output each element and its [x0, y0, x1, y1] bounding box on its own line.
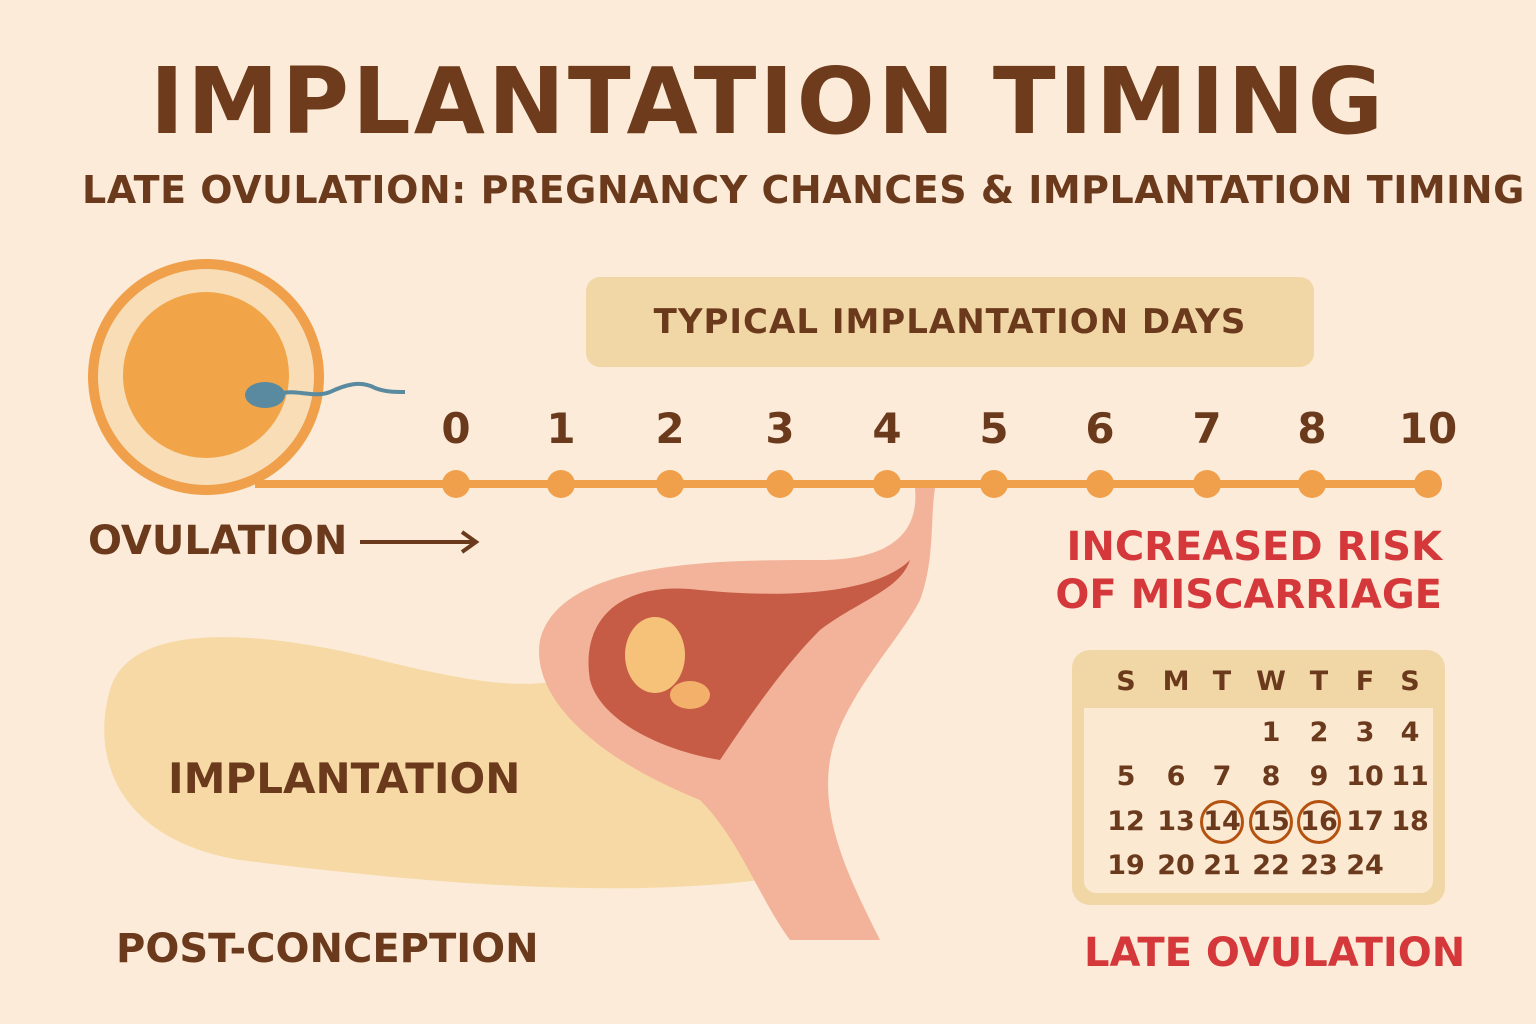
timeline-tick-label: 0: [441, 404, 471, 453]
calendar-day: 17: [1346, 806, 1384, 837]
arrow-right-icon: [360, 530, 480, 554]
calendar-day-highlighted: 15: [1249, 800, 1293, 844]
egg-cell-icon: [88, 259, 324, 495]
timeline-tick-dot: [873, 470, 901, 498]
calendar-day: 21: [1203, 850, 1241, 881]
timeline-tick-label: 1: [546, 404, 576, 453]
timeline-tick-dot: [547, 470, 575, 498]
timeline-tick-label: 6: [1085, 404, 1115, 453]
late-ovulation-label: LATE OVULATION: [1084, 930, 1466, 976]
calendar-weekday: T: [1309, 666, 1329, 697]
calendar-day-highlighted: 16: [1297, 800, 1341, 844]
calendar-day: 22: [1252, 850, 1290, 881]
calendar-weekday: S: [1400, 666, 1420, 697]
risk-label-line1: INCREASED RISK: [1066, 524, 1442, 570]
calendar-weekday: S: [1116, 666, 1136, 697]
calendar-day: 5: [1116, 761, 1136, 792]
timeline-tick-dot: [1193, 470, 1221, 498]
timeline-tick-dot: [980, 470, 1008, 498]
timeline-tick-label: 4: [872, 404, 902, 453]
timeline-tick-label: 3: [765, 404, 795, 453]
calendar-day: 12: [1107, 806, 1145, 837]
calendar-day-highlighted: 14: [1200, 800, 1244, 844]
embryo-icon: [625, 617, 685, 693]
ovulation-label: OVULATION: [88, 518, 348, 564]
page-title: IMPLANTATION TIMING: [149, 48, 1387, 155]
calendar-weekday: F: [1355, 666, 1375, 697]
calendar: S M T W T F S 1 2 3 4 5 6 7 8 9 10 11 12 13 14 15 16 17 18 19 20 21…: [1072, 650, 1445, 905]
timeline-tick-dot: [766, 470, 794, 498]
calendar-weekday: M: [1162, 666, 1190, 697]
timeline-tick-dot: [656, 470, 684, 498]
calendar-day: 2: [1309, 717, 1329, 748]
timeline-tick-dot: [1298, 470, 1326, 498]
calendar-day: 7: [1212, 761, 1232, 792]
timeline-tick-label: 8: [1297, 404, 1327, 453]
timeline-tick-label: 7: [1192, 404, 1222, 453]
calendar-day: 8: [1261, 761, 1281, 792]
calendar-day: 9: [1309, 761, 1329, 792]
calendar-day: 4: [1400, 717, 1420, 748]
calendar-day: 13: [1157, 806, 1195, 837]
calendar-day: 20: [1157, 850, 1195, 881]
typical-implantation-days-banner: TYPICAL IMPLANTATION DAYS: [586, 277, 1314, 367]
timeline-tick-label: 2: [655, 404, 685, 453]
calendar-day: 24: [1346, 850, 1384, 881]
sperm-icon: [245, 381, 406, 408]
timeline-tick-dot: [1414, 470, 1442, 498]
calendar-weekday: T: [1212, 666, 1232, 697]
implantation-label: IMPLANTATION: [168, 754, 521, 803]
calendar-day: 6: [1166, 761, 1186, 792]
post-conception-label: POST-CONCEPTION: [116, 926, 539, 972]
calendar-day: 10: [1346, 761, 1384, 792]
uterus-embryo-illustration: [539, 488, 935, 940]
timeline-tick-label: 10: [1398, 404, 1458, 453]
calendar-day: 23: [1300, 850, 1338, 881]
calendar-day: 18: [1391, 806, 1429, 837]
calendar-day: 1: [1261, 717, 1281, 748]
calendar-day: 11: [1391, 761, 1429, 792]
calendar-weekday: W: [1256, 666, 1286, 697]
timeline-tick-label: 5: [979, 404, 1009, 453]
timeline-tick-dot: [1086, 470, 1114, 498]
calendar-day: 19: [1107, 850, 1145, 881]
page-subtitle: LATE OVULATION: PREGNANCY CHANCES & IMPL…: [82, 168, 1525, 212]
risk-label-line2: OF MISCARRIAGE: [1055, 572, 1442, 618]
calendar-day: 3: [1355, 717, 1375, 748]
timeline-tick-dot: [442, 470, 470, 498]
